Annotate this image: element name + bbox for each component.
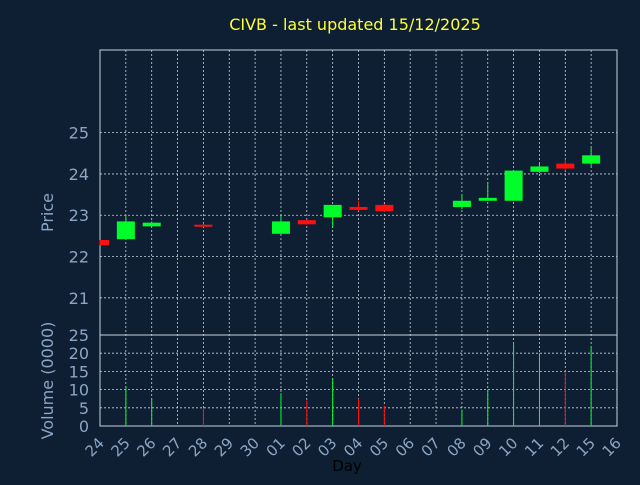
x-tick-label: 11: [521, 434, 547, 460]
x-tick-label: 02: [288, 434, 314, 460]
x-tick-label: 06: [392, 434, 418, 460]
volume-tick-label: 10: [69, 381, 89, 400]
x-tick-label: 24: [82, 434, 108, 460]
x-tick-label: 09: [469, 434, 495, 460]
chart-title: CIVB - last updated 15/12/2025: [229, 15, 481, 34]
candle-body: [297, 220, 316, 225]
x-tick-label: 26: [133, 434, 159, 460]
x-tick-label: 25: [107, 434, 133, 460]
price-tick-label: 21: [69, 289, 89, 308]
volume-tick-label: 20: [69, 344, 89, 363]
x-tick-label: 05: [366, 434, 392, 460]
price-panel-frame: [99, 49, 618, 336]
x-tick-label: 15: [573, 434, 599, 460]
x-axis-label: Day: [332, 457, 362, 475]
candle-body: [323, 204, 342, 218]
candles-and-volume: [99, 147, 601, 426]
candle-body: [556, 163, 575, 169]
x-tick-label: 16: [599, 434, 625, 460]
x-tick-label: 08: [443, 434, 469, 460]
x-tick-label: 07: [418, 434, 444, 460]
x-tick-label: 27: [159, 434, 185, 460]
volume-axis-label: Volume (0000): [38, 322, 57, 440]
x-tick-label: 28: [185, 434, 211, 460]
volume-tick-label: 25: [69, 326, 89, 345]
candle-body: [582, 155, 601, 164]
price-tick-label: 22: [69, 248, 89, 267]
price-tick-label: 23: [69, 206, 89, 225]
candle-body: [504, 170, 523, 201]
candle-body: [452, 200, 471, 207]
price-tick-label: 25: [69, 124, 89, 143]
candle-body: [194, 224, 213, 227]
x-tick-label: 10: [495, 434, 521, 460]
candle-body: [375, 204, 394, 212]
candle-body: [100, 240, 109, 246]
candle-body: [142, 222, 161, 227]
candle-body: [116, 221, 135, 240]
candle-body: [530, 166, 549, 172]
candle-body: [349, 206, 368, 210]
price-axis-label: Price: [38, 193, 57, 232]
volume-tick-label: 5: [79, 399, 89, 418]
candle-body: [271, 221, 290, 234]
price-tick-label: 24: [69, 165, 89, 184]
x-tick-label: 01: [263, 434, 289, 460]
candle-body: [478, 197, 497, 201]
x-tick-label: 30: [237, 434, 263, 460]
volume-tick-label: 0: [79, 417, 89, 436]
x-tick-label: 12: [547, 434, 573, 460]
x-tick-label: 29: [211, 434, 237, 460]
volume-tick-label: 15: [69, 362, 89, 381]
